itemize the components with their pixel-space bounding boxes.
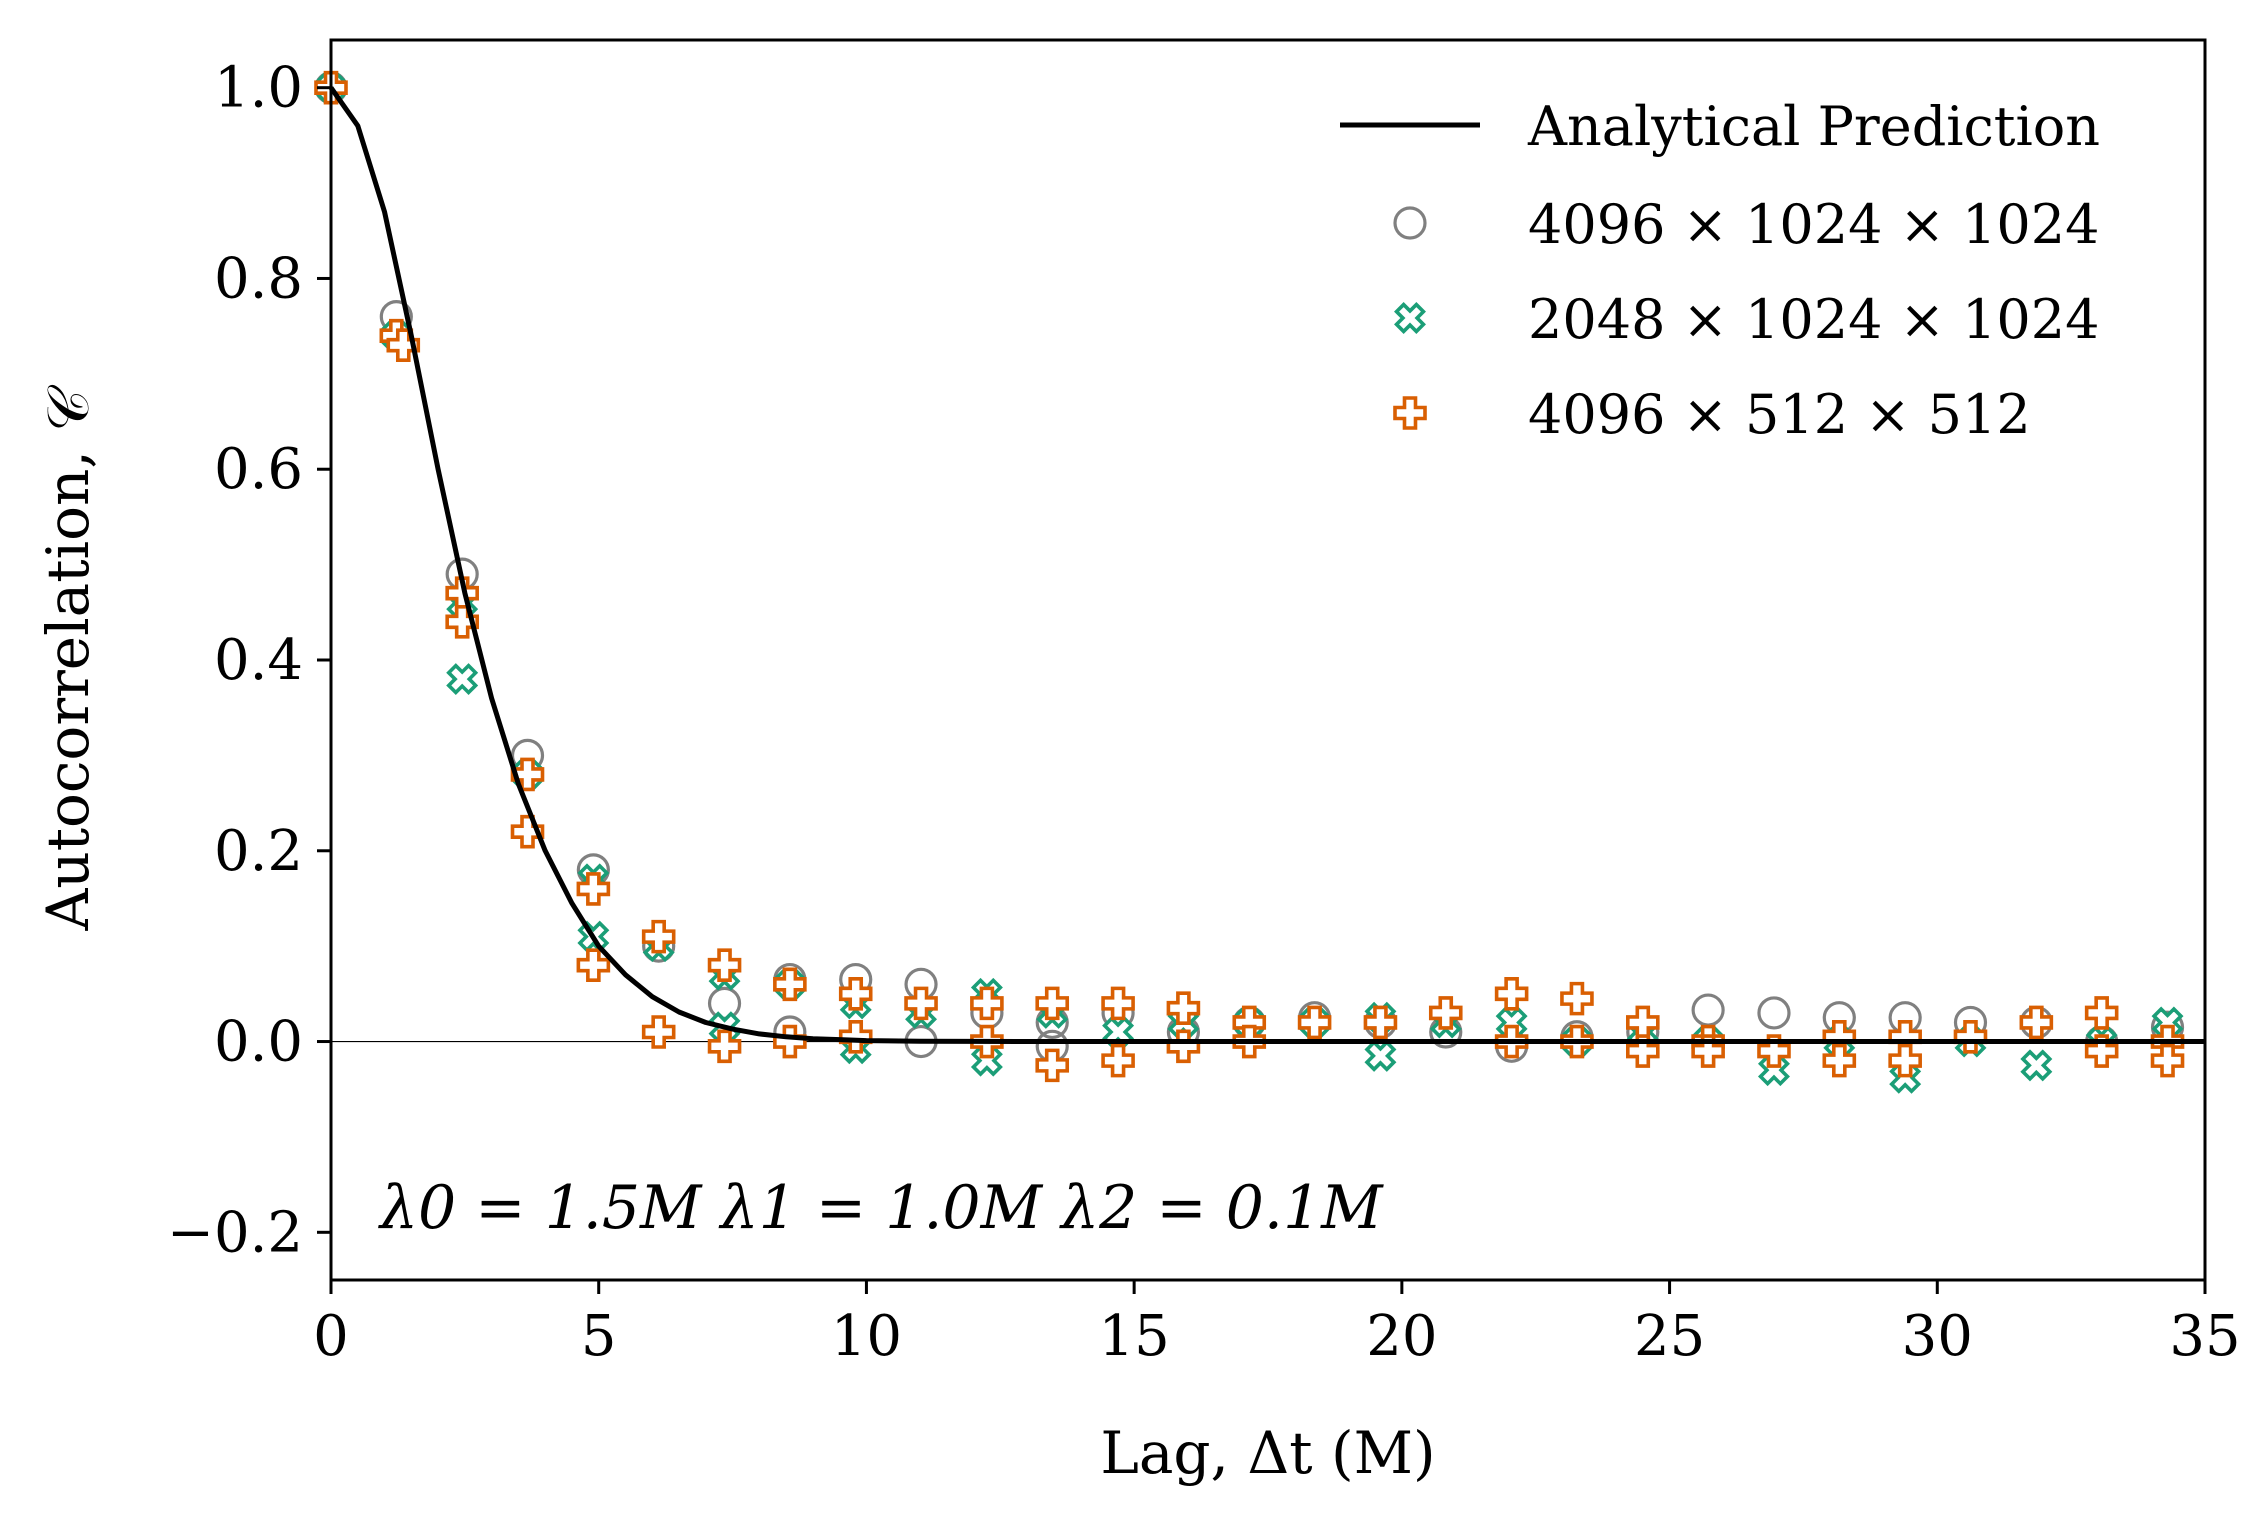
data-point-plus — [1363, 1005, 1398, 1040]
data-point-plus — [576, 948, 611, 983]
data-point-plus — [1166, 991, 1201, 1025]
y-tick-label: 0.2 — [214, 819, 303, 884]
data-point-plus — [1953, 1019, 1988, 1054]
data-point-x — [2020, 1049, 2053, 1082]
data-point-circle — [1691, 993, 1725, 1027]
data-point-plus — [2019, 1005, 2054, 1040]
x-tick-label: 25 — [1634, 1304, 1705, 1369]
analytical-curve — [328, 86, 2205, 1044]
x-tick-label: 30 — [1902, 1304, 1973, 1369]
data-point-plus — [1101, 1043, 1135, 1078]
legend-label-analytical: Analytical Prediction — [1527, 95, 2100, 158]
x-tick-label: 10 — [831, 1304, 902, 1369]
data-point-plus — [904, 986, 938, 1021]
parameter-annotation: λ0 = 1.5M λ1 = 1.0M λ2 = 0.1M — [378, 1173, 1384, 1243]
data-point-plus — [1626, 1034, 1660, 1068]
legend: Analytical Prediction 4096 × 1024 × 1024… — [1340, 95, 2100, 446]
data-point-plus — [838, 1019, 873, 1054]
y-tick-label: 0.0 — [214, 1010, 303, 1075]
y-tick-label: 0.8 — [214, 246, 303, 311]
data-point-plus — [1297, 1005, 1332, 1040]
data-point-plus — [1035, 986, 1070, 1021]
data-point-plus — [2084, 1034, 2119, 1068]
data-point-plus — [1757, 1034, 1791, 1068]
series-plus-group — [314, 70, 2185, 1083]
legend-label-series-0: 4096 × 1024 × 1024 — [1528, 193, 2099, 256]
data-point-plus — [386, 328, 421, 363]
data-point-plus — [641, 919, 676, 954]
x-axis-label: Lag, Δt (M) — [1100, 1419, 1435, 1487]
data-point-plus — [1101, 986, 1135, 1021]
data-point-plus — [1560, 981, 1594, 1016]
y-tick-label: 0.6 — [214, 437, 303, 502]
data-point-plus — [838, 977, 873, 1011]
axis-ticks: 0 5 10 15 20 25 30 35 −0.2 0.0 0.2 0.4 0.6 0.8 1.0 — [167, 56, 2241, 1369]
data-point-plus — [707, 1029, 742, 1064]
legend-marker-x — [1394, 302, 1426, 334]
data-point-circle — [707, 986, 742, 1020]
x-tick-label: 35 — [2169, 1304, 2240, 1369]
data-point-plus — [1822, 1043, 1857, 1078]
legend-label-series-1: 2048 × 1024 × 1024 — [1528, 288, 2099, 351]
data-point-plus — [1166, 1029, 1201, 1064]
y-tick-label: −0.2 — [167, 1200, 303, 1265]
data-point-plus — [576, 872, 611, 906]
legend-marker-circle — [1393, 206, 1427, 240]
data-point-plus — [641, 1015, 676, 1049]
data-point-plus — [707, 948, 742, 983]
data-point-plus — [1888, 1043, 1922, 1078]
data-point-x — [446, 663, 479, 696]
data-point-plus — [445, 605, 479, 639]
data-point-circle — [1757, 996, 1791, 1030]
x-tick-label: 15 — [1099, 1304, 1170, 1369]
plot-marks — [314, 70, 2205, 1094]
data-point-plus — [2150, 1043, 2185, 1078]
y-axis-label: Autocorrelation, 𝒞 — [34, 385, 102, 932]
data-point-plus — [1494, 977, 1529, 1011]
x-tick-label: 5 — [581, 1304, 617, 1369]
x-tick-label: 20 — [1366, 1304, 1437, 1369]
legend-label-series-2: 4096 × 512 × 512 — [1528, 383, 2031, 446]
data-point-plus — [2084, 996, 2119, 1030]
y-tick-label: 1.0 — [214, 56, 303, 121]
legend-marker-plus — [1393, 396, 1427, 430]
y-tick-label: 0.4 — [214, 628, 303, 693]
x-tick-label: 0 — [313, 1304, 349, 1369]
data-point-plus — [1428, 996, 1463, 1030]
data-point-plus — [970, 986, 1004, 1021]
data-point-plus — [1691, 1034, 1725, 1068]
data-point-plus — [773, 1024, 807, 1059]
data-point-plus — [773, 967, 807, 1002]
data-point-plus — [1035, 1048, 1070, 1083]
